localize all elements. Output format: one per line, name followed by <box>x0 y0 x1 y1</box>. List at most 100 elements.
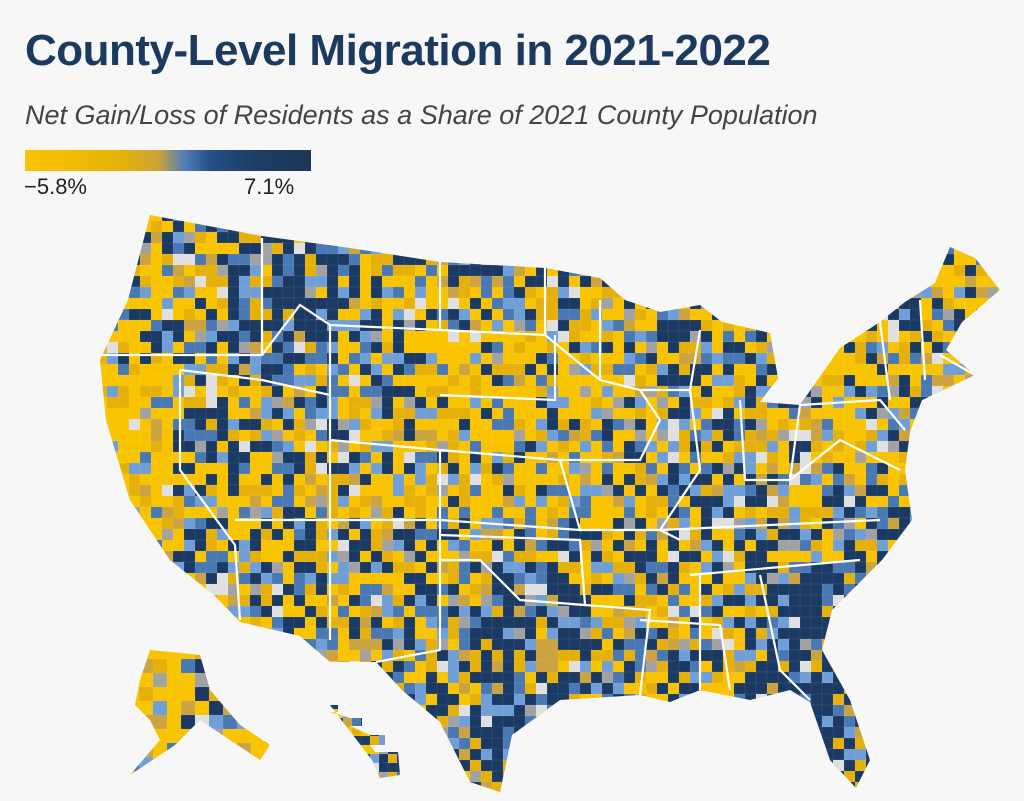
county-cell <box>348 462 361 475</box>
county-cell <box>832 594 845 607</box>
county-cell <box>161 308 174 321</box>
county-cell <box>272 793 284 801</box>
county-cell <box>579 462 592 475</box>
county-cell <box>733 253 746 266</box>
county-cell <box>986 517 999 530</box>
county-cell <box>986 539 999 552</box>
county-cell <box>887 627 900 640</box>
county-cell <box>326 297 339 310</box>
county-cell <box>700 407 713 420</box>
county-cell <box>656 693 669 706</box>
county-cell <box>777 638 790 651</box>
county-cell <box>249 418 262 431</box>
county-cell <box>546 506 559 519</box>
county-cell <box>964 440 977 453</box>
county-cell <box>480 693 493 706</box>
county-cell <box>216 341 229 354</box>
county-cell <box>942 528 966 541</box>
county-cell <box>634 781 647 792</box>
county-cell <box>986 506 999 519</box>
county-cell <box>480 616 493 629</box>
county-cell <box>106 385 119 398</box>
county-cell <box>964 451 988 464</box>
county-cell <box>733 572 746 585</box>
county-cell <box>161 550 174 563</box>
county-cell <box>997 451 1000 464</box>
county-cell <box>414 297 427 310</box>
county-cell <box>557 297 570 310</box>
county-cell <box>183 616 196 629</box>
county-cell <box>843 275 856 288</box>
county-cell <box>909 660 922 673</box>
county-cell <box>623 759 636 772</box>
county-cell <box>535 748 548 761</box>
county-cell <box>700 627 713 640</box>
county-cell <box>216 451 229 464</box>
county-cell <box>304 506 317 519</box>
county-cell <box>304 242 317 255</box>
county-cell <box>183 429 196 442</box>
county-cell <box>458 484 471 497</box>
county-cell <box>733 682 746 695</box>
county-cell <box>326 275 339 288</box>
county-cell <box>755 550 768 563</box>
county-cell <box>920 748 933 761</box>
county-cell <box>843 253 856 266</box>
county-cell <box>458 572 471 585</box>
county-cell <box>788 715 801 728</box>
county-cell <box>315 418 328 431</box>
county-cell <box>810 275 823 288</box>
county-cell <box>271 473 284 486</box>
county-cell <box>678 715 691 728</box>
county-cell <box>722 583 735 596</box>
county-cell <box>117 528 130 541</box>
county-cell <box>117 297 130 310</box>
county-cell <box>513 374 526 387</box>
county-cell <box>667 627 680 640</box>
county-cell <box>359 671 372 684</box>
county-cell <box>194 770 210 775</box>
county-cell <box>238 231 251 244</box>
county-cell <box>161 264 174 277</box>
county-cell <box>139 528 152 541</box>
county-cell <box>678 341 691 354</box>
county-cell <box>865 649 878 662</box>
county-cell <box>348 363 361 376</box>
county-cell <box>106 539 119 552</box>
county-cell <box>832 363 845 376</box>
county-cell <box>271 528 284 541</box>
county-cell <box>854 308 867 321</box>
county-cell <box>238 275 251 288</box>
county-cell <box>447 462 460 475</box>
county-cell <box>887 264 900 277</box>
county-cell <box>788 253 801 266</box>
county-cell <box>964 748 977 761</box>
county-cell <box>678 704 691 717</box>
county-cell <box>821 649 834 662</box>
county-cell <box>128 528 152 541</box>
county-cell <box>238 297 251 310</box>
county-cell <box>678 583 691 596</box>
county-cell <box>843 462 856 475</box>
county-cell <box>733 627 746 640</box>
county-cell <box>810 308 823 321</box>
county-cell <box>293 726 306 739</box>
county-cell <box>524 748 548 761</box>
county-cell <box>469 286 482 299</box>
county-cell <box>337 759 361 772</box>
county-cell <box>502 242 515 255</box>
county-cell <box>140 793 152 801</box>
county-cell <box>898 671 911 684</box>
county-cell <box>128 495 141 508</box>
county-cell <box>678 561 691 574</box>
county-cell <box>238 781 262 792</box>
county-cell <box>832 385 845 398</box>
county-cell <box>623 308 636 321</box>
county-cell <box>227 297 240 310</box>
county-cell <box>821 638 834 651</box>
county-cell <box>744 528 757 541</box>
county-cell <box>689 528 702 541</box>
county-cell <box>403 693 416 706</box>
county-cell <box>909 506 933 519</box>
county-cell <box>843 737 856 750</box>
